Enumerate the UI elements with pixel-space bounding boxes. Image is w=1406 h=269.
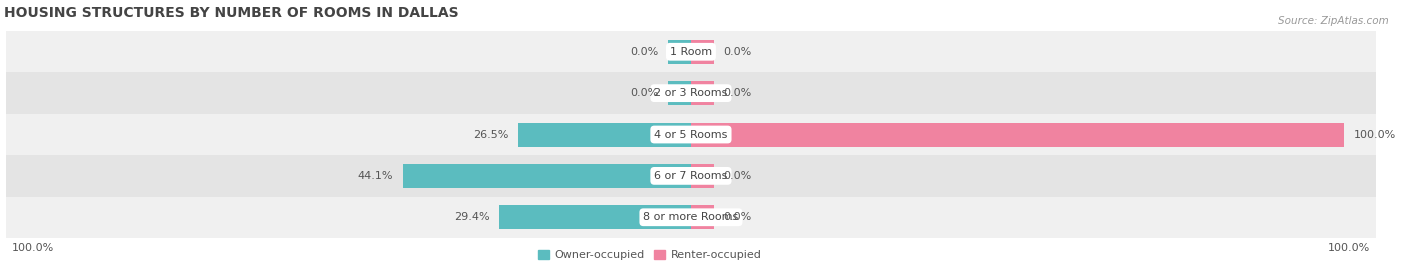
Text: 100.0%: 100.0% xyxy=(13,243,55,253)
Bar xyxy=(668,40,690,64)
Text: 0.0%: 0.0% xyxy=(724,171,752,181)
Text: 0.0%: 0.0% xyxy=(724,212,752,222)
Text: 100.0%: 100.0% xyxy=(1354,129,1396,140)
Text: 0.0%: 0.0% xyxy=(630,88,658,98)
Bar xyxy=(404,164,690,188)
Legend: Owner-occupied, Renter-occupied: Owner-occupied, Renter-occupied xyxy=(534,246,766,265)
Bar xyxy=(690,164,714,188)
Text: 44.1%: 44.1% xyxy=(357,171,394,181)
Text: 1 Room: 1 Room xyxy=(669,47,711,57)
Text: HOUSING STRUCTURES BY NUMBER OF ROOMS IN DALLAS: HOUSING STRUCTURES BY NUMBER OF ROOMS IN… xyxy=(4,6,458,20)
Bar xyxy=(690,122,1344,147)
Bar xyxy=(6,31,1376,72)
Bar xyxy=(690,205,714,229)
Text: 26.5%: 26.5% xyxy=(472,129,508,140)
Bar xyxy=(690,40,714,64)
Text: 6 or 7 Rooms: 6 or 7 Rooms xyxy=(654,171,728,181)
Bar xyxy=(6,114,1376,155)
Text: Source: ZipAtlas.com: Source: ZipAtlas.com xyxy=(1278,16,1389,26)
Bar xyxy=(517,122,690,147)
Bar xyxy=(690,81,714,105)
Bar xyxy=(499,205,690,229)
Text: 4 or 5 Rooms: 4 or 5 Rooms xyxy=(654,129,728,140)
Text: 29.4%: 29.4% xyxy=(454,212,489,222)
Text: 8 or more Rooms: 8 or more Rooms xyxy=(644,212,738,222)
Text: 0.0%: 0.0% xyxy=(724,88,752,98)
Bar xyxy=(6,197,1376,238)
Text: 0.0%: 0.0% xyxy=(630,47,658,57)
Text: 2 or 3 Rooms: 2 or 3 Rooms xyxy=(654,88,728,98)
Text: 0.0%: 0.0% xyxy=(724,47,752,57)
Bar xyxy=(6,72,1376,114)
Bar xyxy=(668,81,690,105)
Bar xyxy=(6,155,1376,197)
Text: 100.0%: 100.0% xyxy=(1327,243,1369,253)
